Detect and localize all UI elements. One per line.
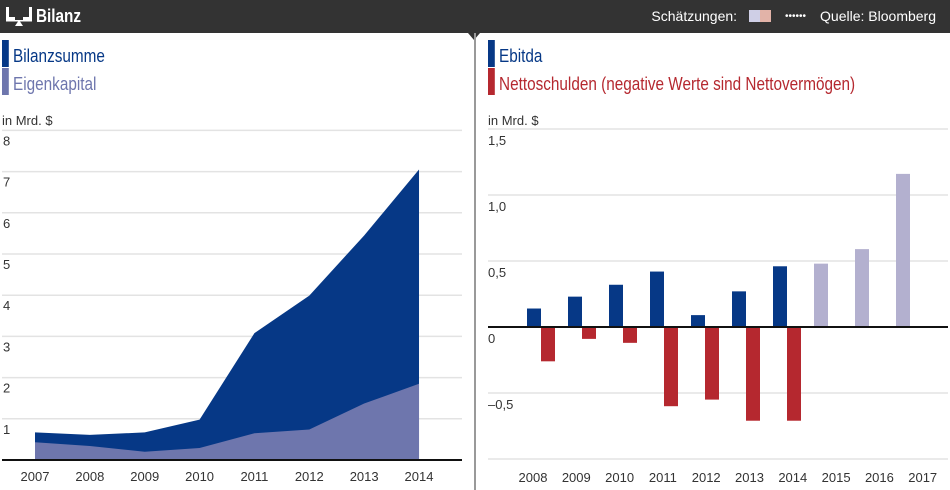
- y-tick-label: 4: [3, 298, 10, 313]
- panel-divider: [474, 33, 476, 490]
- x-tick-label: 2014: [405, 469, 434, 484]
- bar-ebitda: [609, 284, 623, 327]
- bar-ebitda: [732, 291, 746, 327]
- x-tick-label: 2009: [562, 470, 591, 485]
- x-tick-label: 2008: [519, 470, 548, 485]
- left-y-unit: in Mrd. $: [2, 113, 53, 128]
- y-tick-label: 1,5: [488, 133, 506, 148]
- bar-ebitda: [568, 296, 582, 327]
- right-y-unit: in Mrd. $: [488, 113, 539, 128]
- area-eigenkapital: [35, 383, 420, 460]
- y-tick-label: 1,0: [488, 199, 506, 214]
- dots-marker: ••••••: [785, 10, 807, 22]
- y-tick-label: 8: [3, 133, 10, 148]
- legend-label: Bilanzsumme: [13, 46, 105, 66]
- y-tick-label: 7: [3, 175, 10, 190]
- x-tick-label: 2016: [865, 470, 894, 485]
- legend-swatch: [2, 40, 9, 67]
- y-tick-label: 5: [3, 257, 10, 272]
- legend-eigenkapital: Eigenkapital: [2, 68, 96, 95]
- estimate-swatch: [749, 10, 772, 22]
- legend-swatch: [2, 68, 9, 95]
- legend-label: Nettoschulden (negative Werte sind Netto…: [499, 74, 856, 94]
- bar-ebitda: [855, 249, 869, 327]
- bar-nettoschulden: [582, 327, 596, 339]
- bar-nettoschulden: [787, 327, 801, 421]
- y-tick-label: –0,5: [488, 397, 513, 412]
- estimate-swatch-blue: [749, 10, 761, 22]
- balance-scale-icon: [6, 7, 32, 26]
- bar-nettoschulden: [746, 327, 760, 421]
- x-tick-label: 2014: [778, 470, 807, 485]
- x-tick-label: 2011: [240, 469, 268, 484]
- x-tick-label: 2010: [605, 470, 634, 485]
- legend-label: Eigenkapital: [13, 74, 97, 94]
- bar-nettoschulden: [623, 327, 637, 343]
- x-tick-label: 2017: [908, 470, 937, 485]
- legend-bilanzsumme: Bilanzsumme: [2, 40, 105, 67]
- bar-ebitda: [773, 266, 787, 327]
- x-tick-label: 2013: [350, 469, 379, 484]
- bar-ebitda: [691, 315, 705, 327]
- x-tick-label: 2007: [21, 469, 50, 484]
- bar-ebitda: [650, 271, 664, 327]
- x-tick-label: 2012: [295, 469, 324, 484]
- x-tick-label: 2013: [735, 470, 764, 485]
- x-tick-label: 2012: [692, 470, 721, 485]
- bar-ebitda: [527, 308, 541, 327]
- header-bar: Bilanz Schätzungen: •••••• Quelle: Bloom…: [0, 0, 950, 33]
- bar-nettoschulden: [664, 327, 678, 407]
- y-tick-label: 0,5: [488, 265, 506, 280]
- bar-ebitda: [814, 263, 828, 327]
- x-tick-label: 2011: [649, 470, 677, 485]
- legend-label: Ebitda: [499, 46, 543, 66]
- page-title: Bilanz: [36, 6, 82, 26]
- area-bilanzsumme: [35, 169, 420, 461]
- y-tick-label: 2: [3, 381, 10, 396]
- bar-nettoschulden: [705, 327, 719, 400]
- x-tick-label: 2010: [185, 469, 214, 484]
- y-tick-label: 6: [3, 216, 10, 231]
- y-tick-label: 0: [488, 331, 495, 346]
- header-info: Schätzungen: •••••• Quelle: Bloomberg: [651, 8, 936, 24]
- source-label: Quelle: Bloomberg: [820, 8, 936, 24]
- x-tick-label: 2009: [130, 469, 159, 484]
- bar-nettoschulden: [541, 327, 555, 362]
- legend-ebitda: Ebitda: [488, 40, 542, 67]
- x-tick-label: 2008: [75, 469, 104, 484]
- bar-ebitda: [896, 173, 910, 327]
- estimate-swatch-red: [760, 10, 772, 22]
- estimates-label: Schätzungen:: [651, 8, 738, 24]
- y-tick-label: 1: [3, 422, 10, 437]
- legend-swatch: [488, 40, 495, 67]
- y-tick-label: 3: [3, 339, 10, 354]
- legend-nettoschulden: Nettoschulden (negative Werte sind Netto…: [488, 68, 855, 95]
- x-tick-label: 2015: [822, 470, 851, 485]
- legend-swatch: [488, 68, 495, 95]
